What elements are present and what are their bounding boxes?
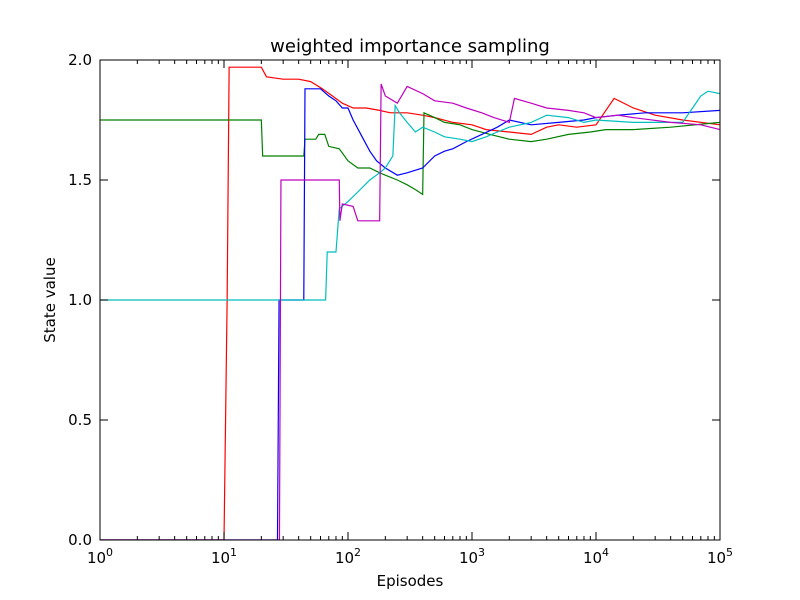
series-layer [100,66,720,540]
y-tick-label: 1.5 [68,171,92,189]
y-tick-label: 0.0 [68,531,92,549]
x-tick-label: 103 [459,546,485,567]
series-line-5 [100,83,720,540]
x-tick-label: 100 [87,546,113,567]
y-axis-label: State value [41,257,59,342]
tick-layer: 100 101 102 103 104 105 0.0 0.5 1.0 1.5 2.0 [68,51,733,567]
x-tick-label: 101 [211,546,237,567]
series-line-4 [100,90,720,301]
x-tick-label: 105 [707,546,733,567]
y-tick-label: 1.0 [68,291,92,309]
x-axis-label: Episodes [377,572,444,590]
y-tick-label: 0.5 [68,411,92,429]
x-tick-label: 102 [335,546,361,567]
series-line-3 [100,88,720,540]
y-tick-label: 2.0 [68,51,92,69]
series-line-2 [100,111,720,196]
x-tick-label: 104 [583,546,609,567]
chart-title: weighted importance sampling [270,36,550,57]
